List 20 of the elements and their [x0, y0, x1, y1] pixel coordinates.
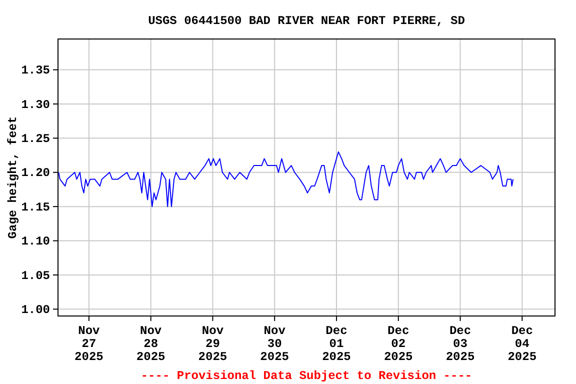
y-tick-label: 1.25 — [21, 132, 50, 146]
x-tick-label: Dec 04 2025 — [508, 324, 537, 364]
y-tick-label: 1.30 — [21, 98, 50, 112]
x-tick-label: Dec 03 2025 — [446, 324, 475, 364]
x-tick-label: Dec 01 2025 — [322, 324, 351, 364]
x-tick-label: Nov 30 2025 — [260, 324, 289, 364]
y-tick-label: 1.10 — [21, 234, 50, 249]
x-tick-label: Nov 28 2025 — [136, 324, 166, 364]
y-axis-title: Gage height, feet — [6, 116, 20, 239]
y-tick-label: 1.20 — [21, 166, 50, 180]
y-tick-label: 1.35 — [21, 64, 50, 78]
line-series — [58, 151, 514, 208]
x-tick-label: Nov 27 2025 — [74, 324, 104, 364]
y-tick-label: 1.00 — [21, 303, 50, 317]
chart-title: USGS 06441500 BAD RIVER NEAR FORT PIERRE, SD — [148, 14, 465, 28]
y-tick-label: 1.15 — [21, 200, 50, 214]
x-tick-label: Dec 02 2025 — [384, 324, 413, 364]
y-tick-label: 1.05 — [21, 268, 50, 283]
x-tick-label: Nov 29 2025 — [198, 324, 228, 364]
text: ---- Provisional Data Subject to Revision ---- — [140, 369, 472, 383]
